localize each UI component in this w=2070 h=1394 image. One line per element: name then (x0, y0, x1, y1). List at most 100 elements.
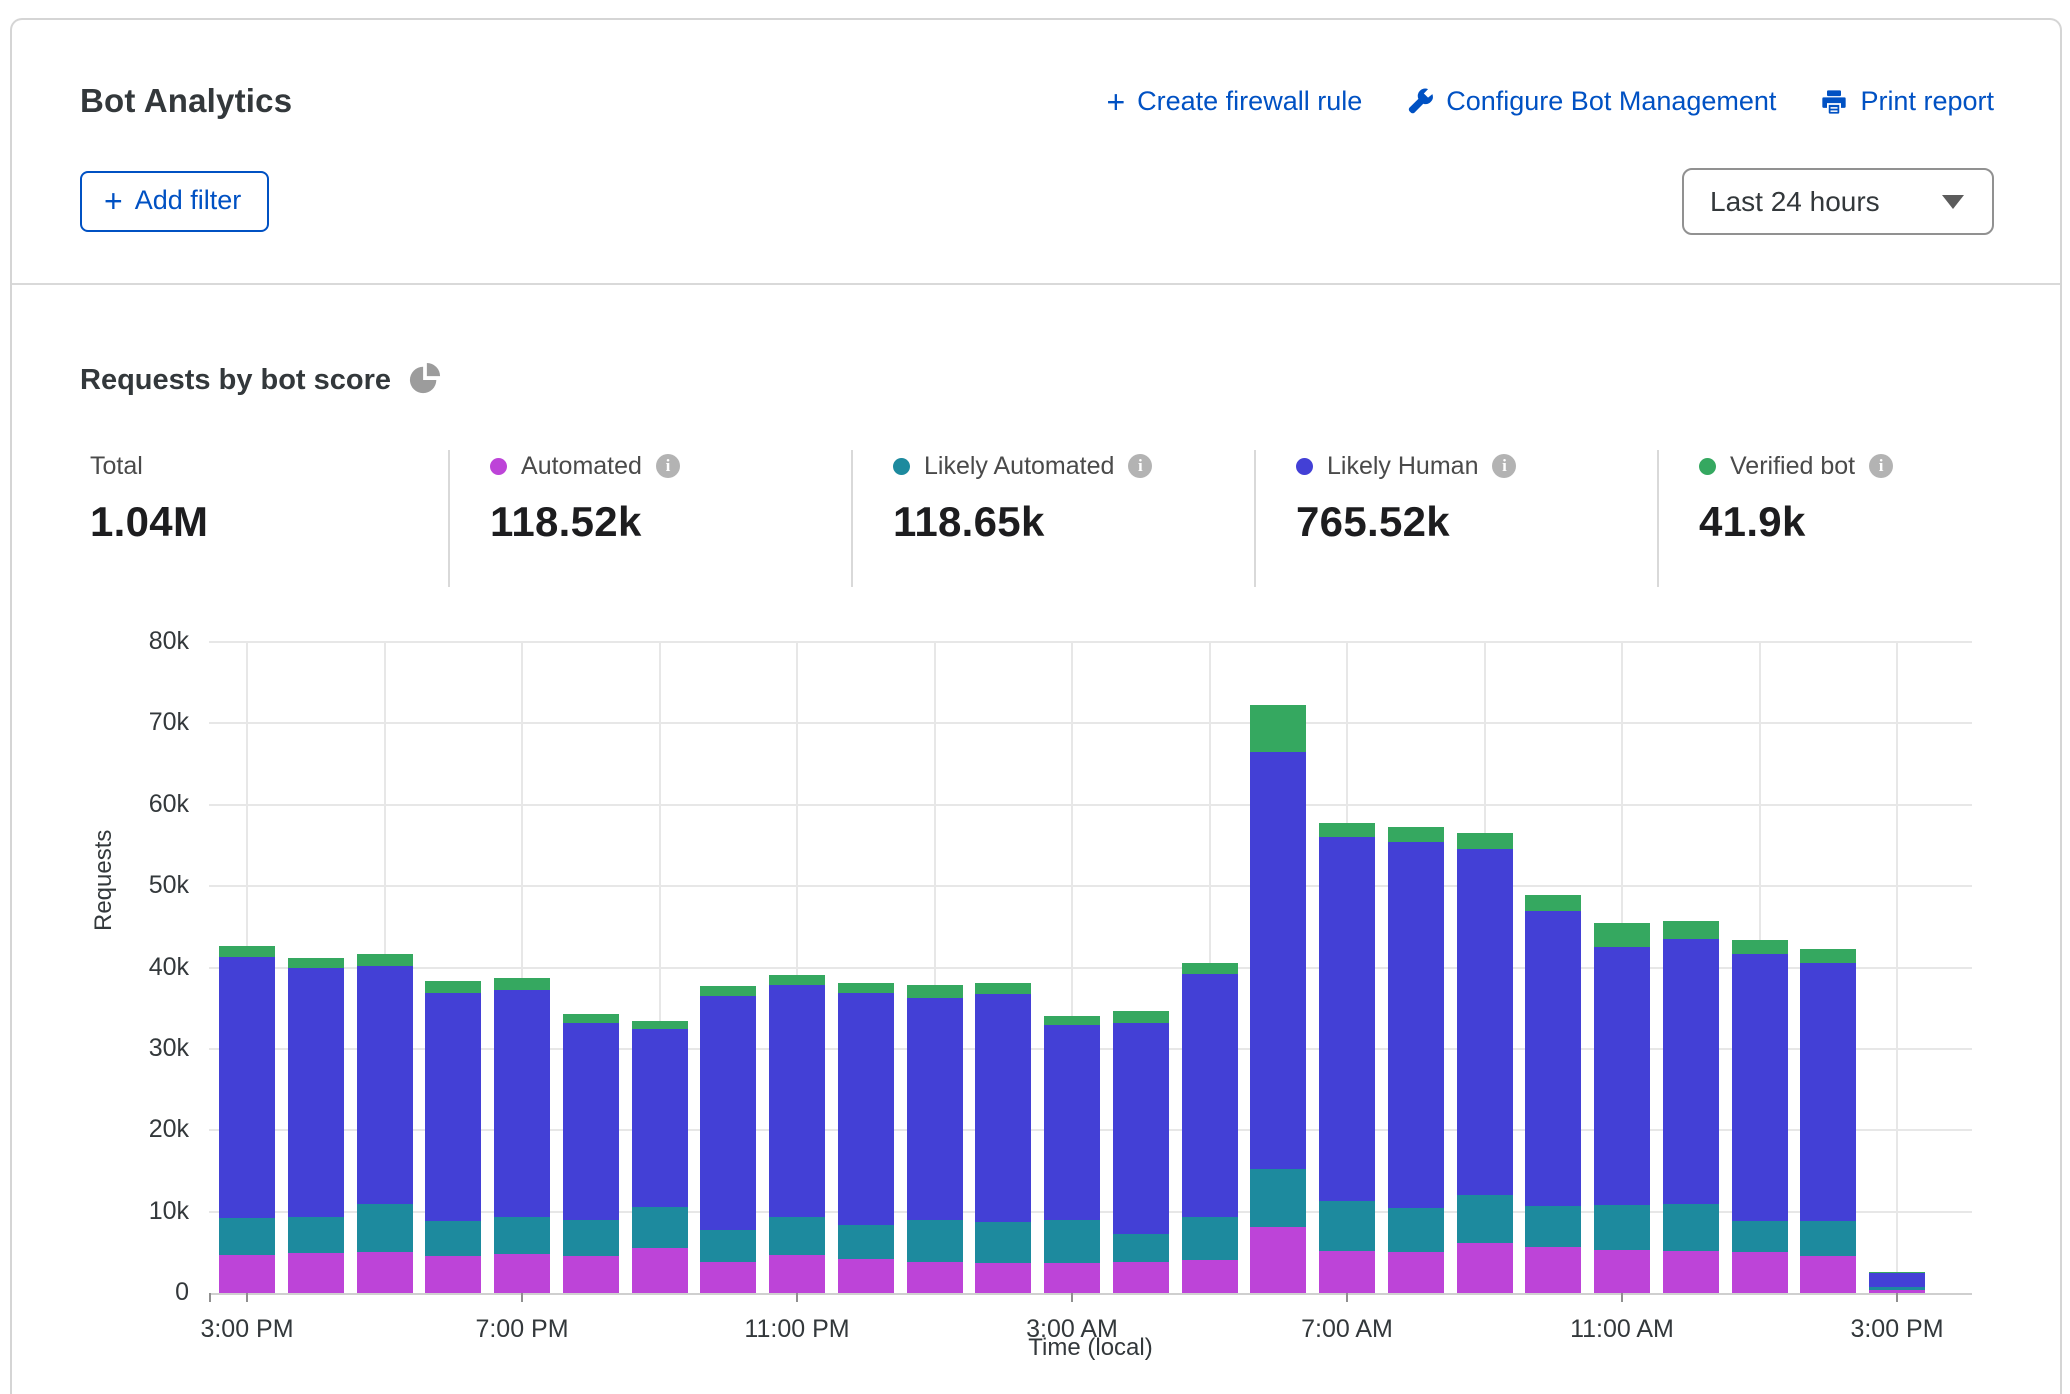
bar-segment-likely-human[interactable] (1732, 954, 1788, 1221)
bar-segment-likely-automated[interactable] (1319, 1201, 1375, 1251)
bar-segment-likely-automated[interactable] (1113, 1234, 1169, 1262)
bar-segment-likely-human[interactable] (907, 998, 963, 1220)
bar-segment-likely-human[interactable] (1594, 947, 1650, 1205)
bar-segment-likely-automated[interactable] (1663, 1204, 1719, 1250)
bar-segment-likely-human[interactable] (1250, 752, 1306, 1169)
info-icon[interactable]: i (1492, 454, 1516, 478)
bar-segment-likely-automated[interactable] (975, 1222, 1031, 1263)
bar-segment-automated[interactable] (907, 1262, 963, 1293)
bar-segment-likely-automated[interactable] (425, 1221, 481, 1257)
bar-segment-automated[interactable] (494, 1254, 550, 1293)
bar-segment-likely-human[interactable] (1113, 1023, 1169, 1234)
bar-segment-likely-human[interactable] (1869, 1273, 1925, 1287)
bar-segment-likely-automated[interactable] (1800, 1221, 1856, 1257)
bar-segment-verified-bot[interactable] (700, 986, 756, 996)
bar-segment-likely-automated[interactable] (1250, 1169, 1306, 1228)
time-range-select[interactable]: Last 24 hours (1682, 168, 1994, 235)
bar-segment-likely-human[interactable] (494, 990, 550, 1217)
bar-segment-verified-bot[interactable] (1525, 895, 1581, 911)
bar-segment-likely-human[interactable] (1525, 911, 1581, 1206)
bar-segment-automated[interactable] (632, 1248, 688, 1293)
bar-segment-automated[interactable] (219, 1255, 275, 1293)
bar-segment-likely-human[interactable] (563, 1023, 619, 1220)
bar-segment-verified-bot[interactable] (1250, 705, 1306, 752)
bar-segment-automated[interactable] (975, 1263, 1031, 1293)
bar-segment-likely-automated[interactable] (1594, 1205, 1650, 1250)
bar-segment-likely-human[interactable] (288, 968, 344, 1217)
bar-segment-verified-bot[interactable] (632, 1021, 688, 1029)
bar-segment-automated[interactable] (425, 1256, 481, 1293)
bar-segment-automated[interactable] (1388, 1252, 1444, 1294)
bar-segment-verified-bot[interactable] (1388, 827, 1444, 842)
bar-segment-verified-bot[interactable] (288, 958, 344, 969)
bar-segment-automated[interactable] (1319, 1251, 1375, 1293)
bar-segment-likely-human[interactable] (632, 1029, 688, 1206)
bar-segment-automated[interactable] (838, 1259, 894, 1293)
bar-segment-likely-automated[interactable] (1388, 1208, 1444, 1251)
bar-segment-verified-bot[interactable] (1182, 963, 1238, 974)
bar-segment-verified-bot[interactable] (907, 985, 963, 997)
bar-segment-verified-bot[interactable] (425, 981, 481, 993)
create-firewall-rule-link[interactable]: + Create firewall rule (1106, 86, 1362, 117)
bar-segment-automated[interactable] (1457, 1243, 1513, 1293)
bar-segment-verified-bot[interactable] (563, 1014, 619, 1023)
bar-segment-automated[interactable] (700, 1262, 756, 1293)
bar-segment-likely-automated[interactable] (288, 1217, 344, 1253)
bar-segment-likely-automated[interactable] (838, 1225, 894, 1259)
print-report-link[interactable]: Print report (1820, 86, 1994, 117)
bar-segment-likely-human[interactable] (1044, 1025, 1100, 1219)
bar-segment-likely-automated[interactable] (357, 1204, 413, 1252)
bar-segment-automated[interactable] (1525, 1247, 1581, 1293)
bar-segment-verified-bot[interactable] (357, 954, 413, 966)
bar-segment-automated[interactable] (1113, 1262, 1169, 1293)
bar-segment-verified-bot[interactable] (1113, 1011, 1169, 1023)
bar-segment-verified-bot[interactable] (838, 983, 894, 993)
bar-segment-automated[interactable] (563, 1256, 619, 1293)
bar-segment-verified-bot[interactable] (1594, 923, 1650, 947)
bar-segment-likely-automated[interactable] (1182, 1217, 1238, 1260)
bar-segment-likely-human[interactable] (1663, 939, 1719, 1204)
bar-segment-automated[interactable] (1732, 1252, 1788, 1293)
bar-segment-verified-bot[interactable] (1319, 823, 1375, 838)
bar-segment-likely-human[interactable] (1182, 974, 1238, 1217)
bar-segment-likely-human[interactable] (700, 996, 756, 1230)
configure-bot-management-link[interactable]: Configure Bot Management (1406, 86, 1776, 117)
bar-segment-likely-automated[interactable] (632, 1207, 688, 1249)
bar-segment-likely-human[interactable] (838, 993, 894, 1225)
bar-segment-likely-human[interactable] (975, 994, 1031, 1223)
bar-segment-likely-automated[interactable] (1044, 1220, 1100, 1263)
bar-segment-automated[interactable] (769, 1255, 825, 1293)
bar-segment-verified-bot[interactable] (1732, 940, 1788, 954)
bar-segment-automated[interactable] (1182, 1260, 1238, 1293)
bar-segment-verified-bot[interactable] (975, 983, 1031, 994)
info-icon[interactable]: i (1869, 454, 1893, 478)
bar-segment-likely-human[interactable] (219, 957, 275, 1218)
bar-segment-verified-bot[interactable] (1457, 833, 1513, 848)
bar-segment-automated[interactable] (1800, 1256, 1856, 1293)
bar-segment-likely-automated[interactable] (907, 1220, 963, 1262)
bar-segment-verified-bot[interactable] (1663, 921, 1719, 939)
bar-segment-verified-bot[interactable] (1044, 1016, 1100, 1026)
bar-segment-likely-automated[interactable] (1525, 1206, 1581, 1248)
bar-segment-likely-human[interactable] (1800, 963, 1856, 1220)
bar-segment-likely-automated[interactable] (1732, 1221, 1788, 1253)
bar-segment-likely-human[interactable] (357, 966, 413, 1204)
bar-segment-likely-automated[interactable] (1869, 1287, 1925, 1289)
bar-segment-likely-automated[interactable] (494, 1217, 550, 1254)
bar-segment-automated[interactable] (288, 1253, 344, 1293)
bar-segment-likely-human[interactable] (425, 993, 481, 1221)
bar-segment-likely-human[interactable] (1388, 842, 1444, 1208)
bar-segment-verified-bot[interactable] (494, 978, 550, 990)
bar-segment-automated[interactable] (357, 1252, 413, 1294)
add-filter-button[interactable]: + Add filter (80, 171, 269, 232)
bar-segment-likely-human[interactable] (1319, 837, 1375, 1201)
info-icon[interactable]: i (656, 454, 680, 478)
bar-segment-automated[interactable] (1594, 1250, 1650, 1293)
bar-segment-likely-automated[interactable] (769, 1217, 825, 1255)
bar-segment-automated[interactable] (1044, 1263, 1100, 1293)
bar-segment-likely-automated[interactable] (219, 1218, 275, 1255)
bar-segment-verified-bot[interactable] (1800, 949, 1856, 964)
bar-segment-automated[interactable] (1250, 1227, 1306, 1293)
bar-segment-likely-automated[interactable] (700, 1230, 756, 1263)
bar-segment-automated[interactable] (1663, 1251, 1719, 1293)
